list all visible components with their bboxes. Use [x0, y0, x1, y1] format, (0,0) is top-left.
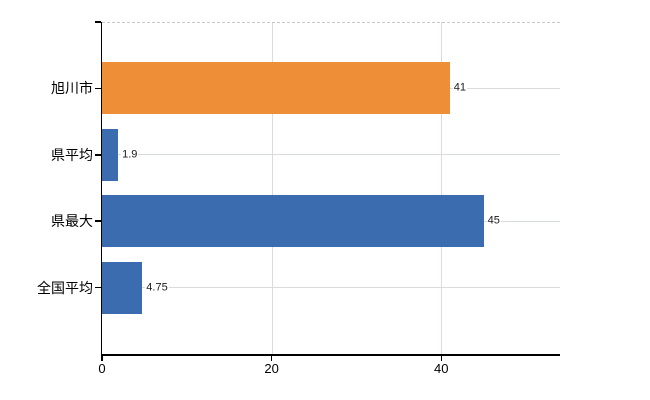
vertical-gridline — [271, 22, 273, 354]
y-axis-tick — [95, 220, 101, 222]
horizontal-gridline — [102, 154, 560, 156]
category-label: 全国平均 — [37, 279, 93, 296]
x-tick-label: 40 — [434, 361, 449, 376]
x-tick-label: 0 — [98, 361, 106, 376]
vertical-gridline — [441, 22, 443, 354]
y-axis-tick — [95, 87, 101, 90]
x-axis-tick — [440, 355, 442, 361]
bar-value-label: 45 — [486, 214, 501, 228]
bar-全国平均 — [102, 261, 143, 314]
plot-top-border — [102, 22, 560, 23]
bar-value-label: 1.9 — [121, 148, 139, 162]
bar-県最大 — [102, 195, 484, 248]
y-axis-line — [100, 22, 102, 356]
bar-value-label: 4.75 — [145, 281, 169, 295]
y-axis-tick — [95, 154, 101, 156]
x-tick-label: 20 — [264, 361, 279, 376]
bar-旭川市 — [102, 62, 450, 115]
x-axis-tick — [270, 355, 273, 361]
bar-value-label: 41 — [452, 81, 467, 95]
category-label: 県最大 — [51, 213, 93, 230]
y-axis-tick — [95, 286, 101, 289]
category-label: 旭川市 — [51, 80, 93, 97]
y-axis-tick — [95, 21, 101, 23]
bar-県平均 — [102, 128, 119, 181]
x-axis-tick — [101, 355, 103, 361]
category-label: 県平均 — [51, 146, 93, 163]
horizontal-gridline — [102, 287, 560, 289]
x-axis-line — [100, 354, 560, 356]
